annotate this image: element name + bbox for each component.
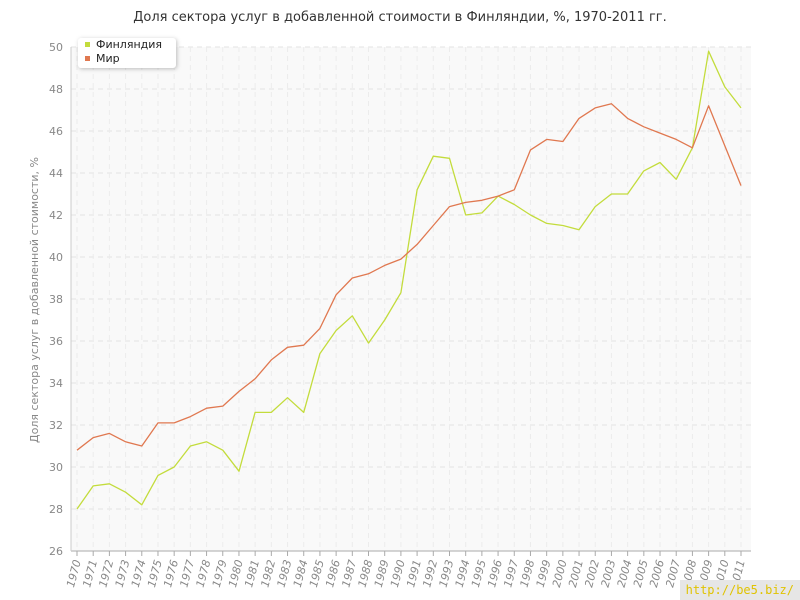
chart-title: Доля сектора услуг в добавленной стоимос… — [133, 10, 667, 25]
legend-label[interactable]: Мир — [96, 52, 120, 65]
legend-swatch — [85, 42, 90, 47]
y-tick-label: 50 — [49, 41, 63, 54]
y-tick-label: 32 — [49, 419, 63, 432]
y-tick-label: 30 — [49, 461, 63, 474]
series-lines — [76, 50, 742, 510]
y-tick-label: 38 — [49, 293, 63, 306]
y-tick-label: 28 — [49, 503, 63, 516]
y-tick-label: 48 — [49, 83, 63, 96]
y-axis-label: Доля сектора услуг в добавленной стоимос… — [28, 157, 41, 443]
watermark[interactable]: http://be5.biz/ — [679, 580, 800, 600]
y-tick-label: 36 — [49, 335, 63, 348]
legend-box — [78, 38, 176, 68]
series-line-0[interactable] — [76, 50, 742, 510]
y-tick-label: 44 — [49, 167, 63, 180]
y-tick-label: 46 — [49, 125, 63, 138]
series-line-1[interactable] — [76, 103, 742, 451]
legend-label[interactable]: Финляндия — [96, 38, 162, 51]
y-tick-label: 26 — [49, 545, 63, 558]
y-tick-label: 42 — [49, 209, 63, 222]
y-tick-label: 40 — [49, 251, 63, 264]
plot-area — [71, 47, 751, 551]
y-tick-label: 34 — [49, 377, 63, 390]
axes — [70, 47, 751, 556]
legend-swatch — [85, 56, 90, 61]
grid — [71, 46, 751, 552]
